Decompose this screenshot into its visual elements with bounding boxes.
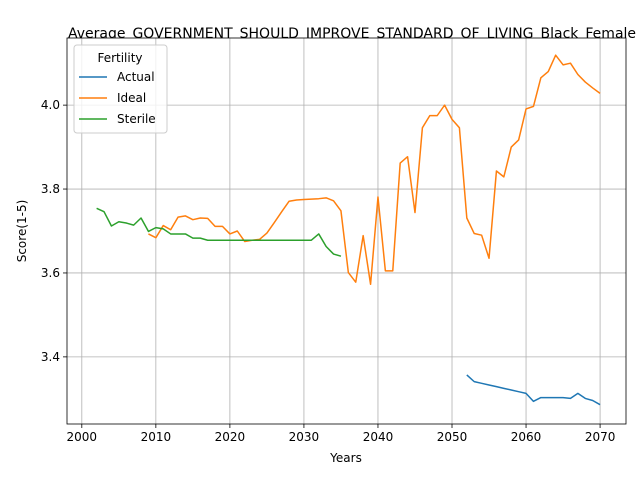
series-layer	[96, 54, 601, 406]
x-tick-label: 2020	[215, 430, 246, 444]
x-tick-label: 2000	[67, 430, 98, 444]
x-tick-label: 2050	[437, 430, 468, 444]
legend-title: Fertility	[97, 51, 142, 65]
series-line-actual	[466, 374, 601, 406]
legend-box	[73, 44, 168, 134]
y-axis-ticks: 3.4 3.6 3.8 4.0	[41, 98, 67, 364]
y-tick-label: 4.0	[41, 98, 60, 112]
series-line-ideal	[148, 54, 601, 286]
series-line-sterile	[96, 207, 342, 257]
legend-label-actual: Actual	[117, 70, 155, 84]
grid	[67, 38, 626, 424]
y-tick-label: 3.8	[41, 182, 60, 196]
y-tick-label: 3.4	[41, 350, 60, 364]
legend-label-sterile: Sterile	[117, 112, 156, 126]
x-tick-label: 2040	[363, 430, 394, 444]
plot-frame	[66, 37, 627, 425]
legend: Fertility Actual Ideal Sterile	[73, 44, 168, 134]
legend-label-ideal: Ideal	[117, 91, 146, 105]
x-axis-ticks: 2000 2010 2020 2030 2040 2050 2060 2070	[67, 424, 616, 444]
x-tick-label: 2070	[585, 430, 616, 444]
y-tick-label: 3.6	[41, 266, 60, 280]
legend-entries: Actual Ideal Sterile	[79, 70, 156, 126]
x-tick-label: 2030	[289, 430, 320, 444]
x-axis-label: Years	[329, 451, 362, 465]
x-tick-label: 2010	[141, 430, 172, 444]
x-tick-label: 2060	[511, 430, 542, 444]
y-axis-label: Score(1-5)	[15, 200, 29, 263]
